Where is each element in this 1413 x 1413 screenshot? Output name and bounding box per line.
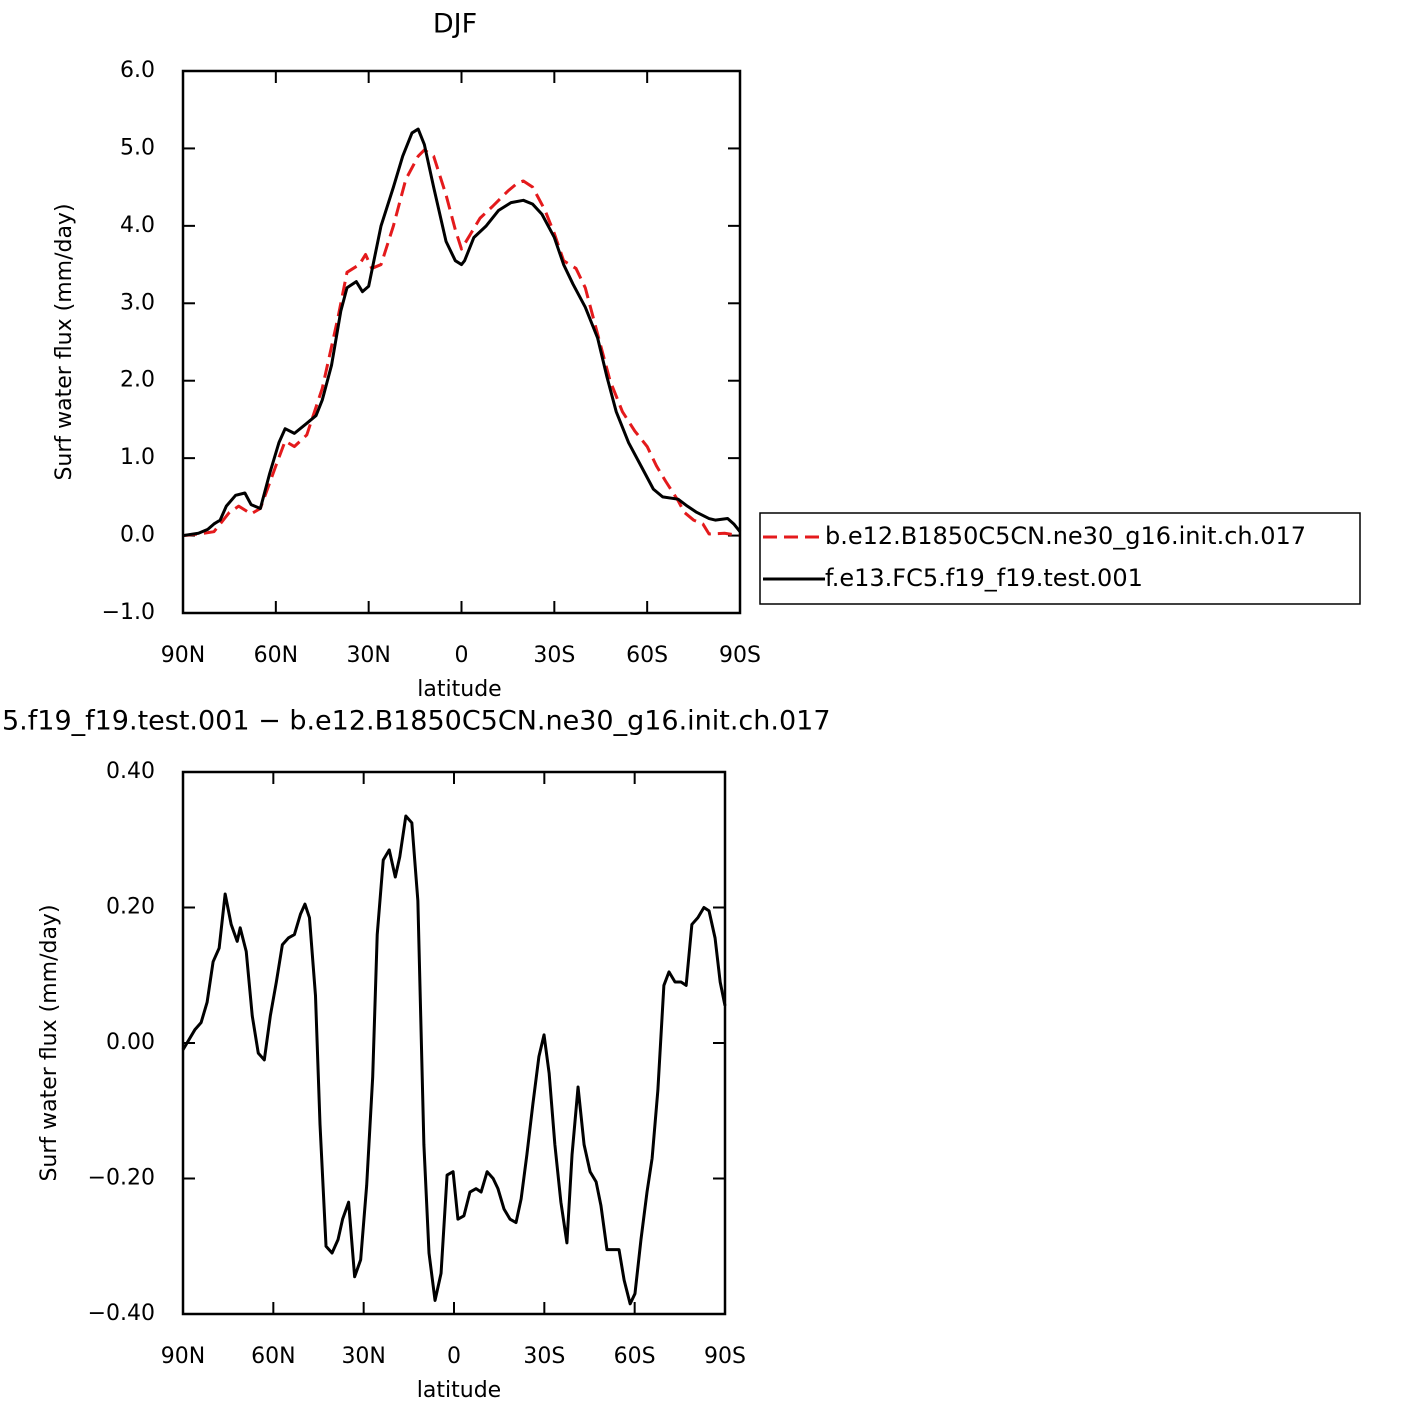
legend-box (759, 512, 1361, 605)
y-tick-label: 5.0 (120, 135, 155, 160)
x-axis-label: latitude (417, 677, 501, 702)
legend-label: f.e13.FC5.f19_f19.test.001 (825, 564, 1143, 592)
y-tick-label: 0.40 (106, 759, 155, 784)
x-tick-label: 90N (161, 1344, 205, 1369)
x-tick-label: 90S (719, 643, 761, 668)
legend-label: b.e12.B1850C5CN.ne30_g16.init.ch.017 (825, 522, 1306, 550)
chart-title: 5.f19_f19.test.001 − b.e12.B1850C5CN.ne3… (2, 706, 831, 737)
y-tick-label: 2.0 (120, 368, 155, 393)
y-tick-label: 3.0 (120, 290, 155, 315)
plot-frame (181, 69, 742, 615)
series-line (182, 127, 742, 538)
x-tick-label: 60S (626, 643, 668, 668)
y-axis-label: Surf water flux (mm/day) (37, 904, 62, 1181)
y-axis-label: Surf water flux (mm/day) (52, 203, 77, 480)
y-tick-label: 4.0 (120, 213, 155, 238)
y-tick-label: 0.00 (106, 1030, 155, 1055)
x-tick-label: 90N (161, 643, 205, 668)
y-tick-label: −0.20 (88, 1166, 155, 1191)
plot-frame (181, 770, 727, 1316)
x-tick-label: 60N (251, 1344, 295, 1369)
x-tick-label: 0 (447, 1344, 461, 1369)
x-tick-label: 30S (523, 1344, 565, 1369)
y-tick-label: 1.0 (120, 445, 155, 470)
y-tick-label: −1.0 (102, 600, 155, 625)
y-tick-label: −0.40 (88, 1301, 155, 1326)
x-axis-label: latitude (417, 1378, 501, 1403)
x-tick-label: 30S (533, 643, 575, 668)
series-line (181, 814, 727, 1306)
chart-title: DJF (433, 9, 477, 40)
x-tick-label: 60S (614, 1344, 656, 1369)
series-line (182, 148, 741, 538)
y-tick-label: 0.20 (106, 895, 155, 920)
x-tick-label: 90S (704, 1344, 746, 1369)
y-tick-label: 0.0 (120, 523, 155, 548)
x-tick-label: 60N (254, 643, 298, 668)
x-tick-label: 0 (455, 643, 469, 668)
x-tick-label: 30N (346, 643, 390, 668)
x-tick-label: 30N (341, 1344, 385, 1369)
y-tick-label: 6.0 (120, 58, 155, 83)
